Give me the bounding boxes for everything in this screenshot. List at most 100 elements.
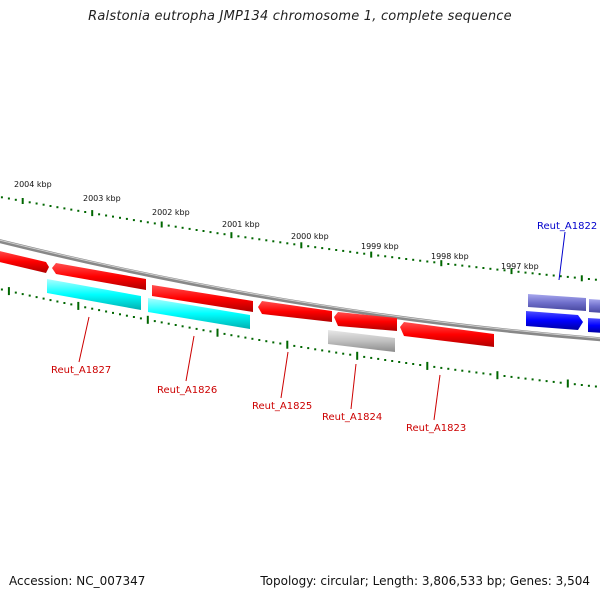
gene-label[interactable]: Reut_A1826 (157, 385, 217, 396)
minor-tick (559, 275, 562, 278)
minor-tick (202, 230, 205, 232)
gene-label[interactable]: Reut_A1824 (322, 412, 382, 423)
accession-text: Accession: NC_007347 (9, 574, 146, 588)
gene-arrow[interactable] (589, 299, 600, 313)
minor-tick (167, 322, 170, 325)
minor-tick (552, 274, 555, 277)
minor-tick (377, 357, 380, 360)
minor-tick (293, 243, 296, 246)
gene-arrow[interactable] (526, 311, 583, 330)
minor-tick (566, 275, 569, 278)
minor-tick (105, 214, 108, 217)
minor-tick (98, 309, 101, 312)
minor-tick (7, 197, 10, 200)
gene-arrow[interactable] (334, 312, 397, 331)
leader-line (185, 335, 195, 382)
minor-tick (461, 264, 464, 267)
tick-label: 2004 kbp (14, 180, 52, 189)
gene-arrow[interactable] (328, 330, 395, 352)
minor-tick (119, 313, 121, 316)
minor-tick (587, 278, 590, 280)
leader-line (350, 363, 357, 410)
minor-tick (125, 217, 128, 220)
minor-tick (475, 371, 478, 374)
minor-tick (594, 385, 597, 388)
genome-backbone-highlight (0, 239, 600, 339)
minor-tick (56, 206, 59, 209)
minor-tick (153, 320, 156, 323)
gene-arrow[interactable] (0, 250, 49, 273)
major-tick (216, 328, 219, 337)
minor-tick (384, 255, 387, 258)
minor-tick (286, 242, 289, 245)
minor-tick (468, 265, 471, 268)
minor-tick (447, 263, 450, 265)
major-tick (440, 260, 443, 267)
minor-tick (237, 235, 240, 238)
gene-arrow[interactable] (400, 322, 494, 347)
tick-labels: 2004 kbp 2003 kbp 2002 kbp 2001 kbp 2000… (14, 180, 539, 271)
minor-tick (188, 227, 191, 230)
minor-tick (0, 288, 3, 291)
minor-tick (496, 268, 499, 271)
minor-tick (349, 353, 352, 356)
minor-tick (419, 364, 422, 366)
tick-label: 1999 kbp (361, 242, 399, 251)
minor-tick (279, 342, 282, 345)
tick-label: 2000 kbp (291, 232, 329, 241)
minor-tick (545, 273, 548, 276)
minor-tick (419, 259, 422, 262)
gene-label[interactable]: Reut_A1827 (51, 365, 111, 376)
minor-tick (342, 352, 345, 355)
genome-backbone (0, 239, 600, 342)
minor-tick (216, 232, 219, 235)
minor-tick (258, 339, 261, 341)
leader-line (280, 351, 289, 399)
minor-tick (335, 351, 338, 354)
minor-tick (28, 294, 31, 297)
minor-tick (587, 384, 590, 387)
gene-label[interactable]: Reut_A1825 (252, 401, 312, 412)
minor-tick (328, 248, 331, 251)
minor-tick (181, 226, 184, 229)
minor-tick (49, 205, 52, 207)
minor-tick (42, 297, 45, 300)
minor-tick (377, 254, 380, 257)
major-tick (580, 275, 583, 282)
minor-tick (468, 370, 471, 373)
major-tick (370, 251, 373, 258)
minor-tick (42, 203, 45, 206)
gene-arrow[interactable] (528, 294, 586, 311)
minor-tick (314, 348, 317, 351)
major-tick (566, 379, 569, 388)
minor-tick (195, 229, 198, 231)
minor-tick (279, 241, 282, 244)
minor-tick (412, 363, 415, 365)
minor-tick (70, 303, 73, 306)
minor-tick (84, 306, 87, 309)
gene-label[interactable]: Reut_A1822 (537, 221, 597, 232)
minor-tick (174, 225, 177, 228)
minor-tick (251, 337, 254, 340)
major-tick (7, 287, 10, 296)
tick-label: 2002 kbp (152, 208, 190, 217)
minor-tick (391, 256, 394, 259)
gene-arrow[interactable] (152, 285, 253, 312)
minor-tick (524, 377, 527, 380)
gene-arrow[interactable] (47, 279, 141, 310)
gene-arrow[interactable] (148, 298, 250, 329)
tick-label: 1998 kbp (431, 252, 469, 261)
minor-tick (35, 296, 38, 299)
minor-tick (363, 355, 366, 358)
gene-label-leaders (78, 231, 566, 421)
tick-label: 2001 kbp (222, 220, 260, 229)
minor-tick (251, 237, 254, 240)
minor-tick (482, 372, 485, 375)
gene-arrow[interactable] (588, 318, 600, 333)
minor-tick (244, 336, 247, 339)
gene-label[interactable]: Reut_A1823 (406, 423, 466, 434)
gene-arrow[interactable] (258, 301, 332, 322)
minor-tick (35, 202, 38, 205)
gene-arrow[interactable] (52, 263, 146, 290)
minor-tick (125, 314, 128, 317)
